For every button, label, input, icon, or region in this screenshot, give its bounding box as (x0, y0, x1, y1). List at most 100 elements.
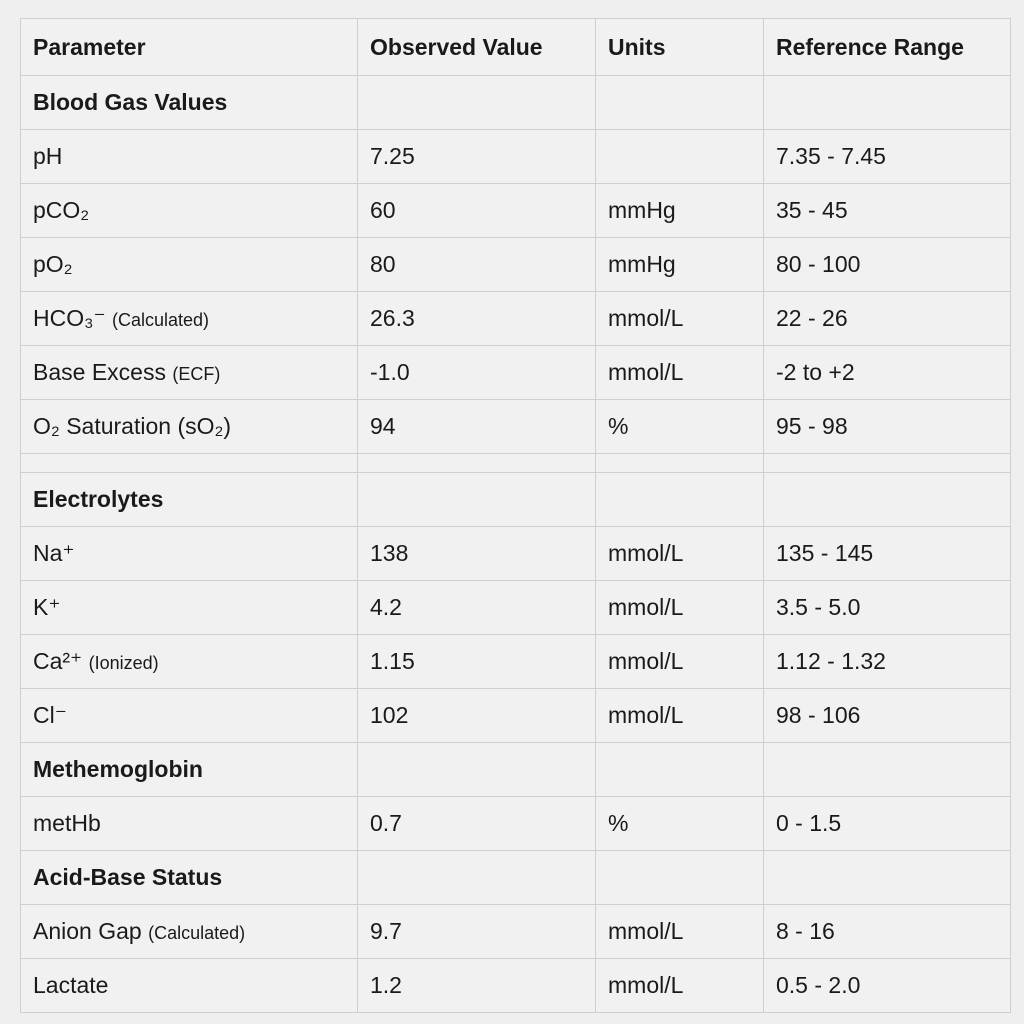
spacer-cell (763, 453, 1011, 473)
empty-cell (763, 850, 1011, 905)
data-row: metHb 0.7% 0 - 1.5 (20, 796, 1011, 851)
empty-cell (357, 472, 596, 527)
parameter-name: Anion Gap (33, 918, 142, 944)
reference-range: 22 - 26 (763, 291, 1011, 346)
observed-value: 80 (357, 237, 596, 292)
unit: mmol/L (595, 291, 764, 346)
unit: mmol/L (595, 345, 764, 400)
section-title: Electrolytes (20, 472, 358, 527)
parameter-name: HCO₃⁻ (33, 305, 106, 331)
unit: % (595, 796, 764, 851)
parameter-name: pH (33, 143, 63, 169)
empty-cell (595, 129, 764, 184)
unit: % (595, 399, 764, 454)
section-title: Blood Gas Values (20, 75, 358, 130)
lab-table: Parameter Observed Value Units Reference Ra… (20, 18, 1011, 1013)
parameter-note: (ECF) (172, 364, 221, 384)
empty-cell (595, 472, 764, 527)
reference-range: 0 - 1.5 (763, 796, 1011, 851)
unit: mmol/L (595, 904, 764, 959)
empty-cell (763, 75, 1011, 130)
empty-cell (357, 75, 596, 130)
parameter-name: Base Excess (33, 359, 166, 385)
data-row: Cl⁻ 102 mmol/L 98 - 106 (20, 688, 1011, 743)
data-row: pO₂ 80 mmHg 80 - 100 (20, 237, 1011, 292)
empty-cell (763, 472, 1011, 527)
unit: mmHg (595, 237, 764, 292)
parameter-cell: pCO₂ (20, 183, 358, 238)
reference-range: 135 - 145 (763, 526, 1011, 581)
reference-range: 7.35 - 7.45 (763, 129, 1011, 184)
parameter-cell: Lactate (20, 958, 358, 1013)
reference-range: 35 - 45 (763, 183, 1011, 238)
reference-range: 8 - 16 (763, 904, 1011, 959)
parameter-cell: Anion Gap (Calculated) (20, 904, 358, 959)
unit: mmol/L (595, 580, 764, 635)
observed-value: 7.25 (357, 129, 596, 184)
data-row: pH 7.25 7.35 - 7.45 (20, 129, 1011, 184)
parameter-cell: O₂ Saturation (sO₂) (20, 399, 358, 454)
empty-cell (595, 742, 764, 797)
section-row: Acid-Base Status (20, 850, 1011, 905)
reference-range: 98 - 106 (763, 688, 1011, 743)
parameter-name: metHb (33, 810, 101, 836)
parameter-cell: Base Excess (ECF) (20, 345, 358, 400)
reference-range: 80 - 100 (763, 237, 1011, 292)
parameter-cell: pH (20, 129, 358, 184)
parameter-cell: Na⁺ (20, 526, 358, 581)
parameter-note: (Ionized) (88, 653, 159, 673)
observed-value: 102 (357, 688, 596, 743)
observed-value: 9.7 (357, 904, 596, 959)
reference-range: 3.5 - 5.0 (763, 580, 1011, 635)
header-row: Parameter Observed Value Units Reference Ra… (20, 18, 1011, 76)
parameter-name: pO₂ (33, 251, 73, 277)
unit: mmHg (595, 183, 764, 238)
unit: mmol/L (595, 688, 764, 743)
parameter-name: Na⁺ (33, 540, 75, 566)
data-row: O₂ Saturation (sO₂) 94% 95 - 98 (20, 399, 1011, 454)
reference-range: 95 - 98 (763, 399, 1011, 454)
parameter-name: O₂ Saturation (sO₂) (33, 413, 232, 439)
observed-value: 60 (357, 183, 596, 238)
observed-value: 26.3 (357, 291, 596, 346)
section-title: Methemoglobin (20, 742, 358, 797)
section-row: Blood Gas Values (20, 75, 1011, 130)
reference-range: -2 to +2 (763, 345, 1011, 400)
empty-cell (357, 742, 596, 797)
unit: mmol/L (595, 634, 764, 689)
empty-cell (595, 850, 764, 905)
empty-cell (595, 75, 764, 130)
empty-cell (357, 850, 596, 905)
column-header: Units (595, 18, 764, 76)
parameter-note: (Calculated) (112, 310, 210, 330)
observed-value: 94 (357, 399, 596, 454)
data-row: Anion Gap (Calculated) 9.7 mmol/L 8 - 16 (20, 904, 1011, 959)
parameter-cell: HCO₃⁻ (Calculated) (20, 291, 358, 346)
reference-range: 0.5 - 2.0 (763, 958, 1011, 1013)
data-row: Ca²⁺ (Ionized) 1.15 mmol/L 1.12 - 1.32 (20, 634, 1011, 689)
data-row: Base Excess (ECF) -1.0 mmol/L -2 to +2 (20, 345, 1011, 400)
parameter-name: Lactate (33, 972, 109, 998)
parameter-name: pCO₂ (33, 197, 90, 223)
spacer-row (20, 453, 1011, 473)
spacer-cell (20, 453, 358, 473)
data-row: Na⁺ 138 mmol/L 135 - 145 (20, 526, 1011, 581)
observed-value: 1.2 (357, 958, 596, 1013)
data-row: pCO₂ 60 mmHg 35 - 45 (20, 183, 1011, 238)
data-row: HCO₃⁻ (Calculated) 26.3 mmol/L 22 - 26 (20, 291, 1011, 346)
parameter-cell: Cl⁻ (20, 688, 358, 743)
empty-cell (763, 742, 1011, 797)
column-header: Reference Range (763, 18, 1011, 76)
parameter-cell: K⁺ (20, 580, 358, 635)
table-body: Blood Gas Values pH 7.25 7.35 - 7.45 pCO₂ 60 m… (20, 75, 1011, 1013)
data-row: Lactate 1.2 mmol/L 0.5 - 2.0 (20, 958, 1011, 1013)
parameter-cell: Ca²⁺ (Ionized) (20, 634, 358, 689)
column-header: Parameter (20, 18, 358, 76)
observed-value: 4.2 (357, 580, 596, 635)
data-row: K⁺ 4.2 mmol/L 3.5 - 5.0 (20, 580, 1011, 635)
spacer-cell (357, 453, 596, 473)
observed-value: -1.0 (357, 345, 596, 400)
section-title: Acid-Base Status (20, 850, 358, 905)
section-row: Electrolytes (20, 472, 1011, 527)
